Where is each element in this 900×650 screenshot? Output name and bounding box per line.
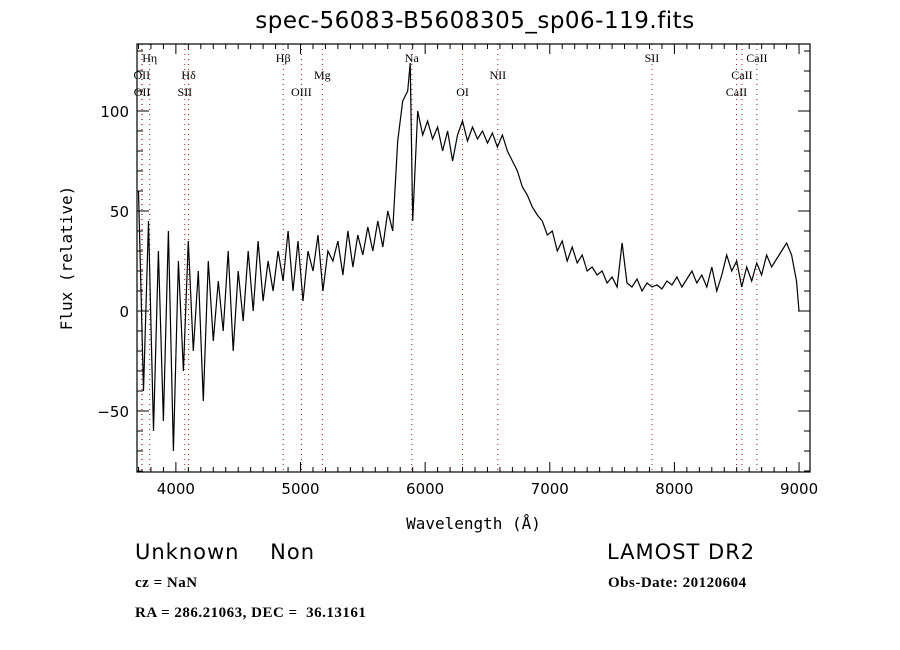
emission-line-label: CaII <box>726 85 747 99</box>
emission-line-label: NII <box>489 68 506 82</box>
y-axis-label: Flux (relative) <box>57 186 76 331</box>
y-tick-label: 0 <box>119 303 129 321</box>
obs-date-label: Obs-Date: 20120604 <box>608 575 747 591</box>
emission-line-label: Hδ <box>181 68 196 82</box>
emission-line-label: SII <box>178 85 193 99</box>
emission-line-label: OI <box>456 85 469 99</box>
x-tick-label: 4000 <box>157 480 195 498</box>
emission-line-label: OIII <box>291 85 312 99</box>
emission-line-label: Hβ <box>276 51 291 65</box>
y-tick-label: 50 <box>110 203 129 221</box>
classification-label: Unknown Non <box>135 540 316 564</box>
x-tick-label: 5000 <box>281 480 319 498</box>
emission-line-label: Mg <box>314 68 331 82</box>
y-tick-label: 100 <box>100 103 129 121</box>
plot-frame <box>136 43 811 473</box>
emission-line-label: Na <box>405 51 420 65</box>
x-tick-label: 6000 <box>406 480 444 498</box>
survey-label: LAMOST DR2 <box>607 540 756 564</box>
chart-title: spec-56083-B5608305_sp06-119.fits <box>255 8 695 34</box>
coordinates-label: RA = 286.21063, DEC = 36.13161 <box>135 605 367 621</box>
emission-line-label: CaII <box>731 68 752 82</box>
spectrum-line <box>137 62 800 452</box>
emission-line-label: Hη <box>142 51 157 65</box>
x-tick-label: 9000 <box>780 480 818 498</box>
x-tick-label: 8000 <box>655 480 693 498</box>
emission-line-label: SII <box>645 51 660 65</box>
x-axis-label: Wavelength (Å) <box>406 514 541 533</box>
emission-line-label: CaII <box>746 51 767 65</box>
redshift-label: cz = NaN <box>135 575 198 591</box>
y-tick-label: −50 <box>97 403 129 421</box>
x-tick-label: 7000 <box>531 480 569 498</box>
emission-line-label: OII <box>134 85 151 99</box>
